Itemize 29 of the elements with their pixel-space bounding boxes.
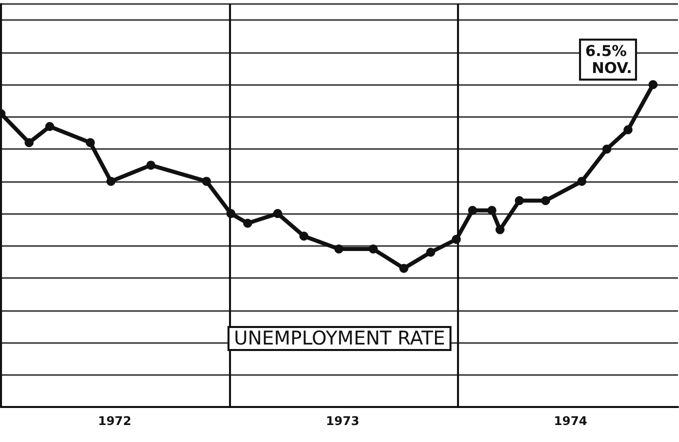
point: [399, 264, 408, 273]
point: [106, 176, 116, 186]
point: [86, 138, 95, 148]
x-tick-label: 1974: [554, 414, 588, 428]
point: [334, 244, 344, 254]
point: [299, 232, 308, 241]
point: [514, 196, 524, 206]
point: [541, 196, 550, 206]
point: [468, 206, 478, 215]
point: [24, 138, 34, 148]
point: [146, 160, 156, 170]
point: [45, 122, 54, 132]
point: [452, 234, 461, 244]
point: [368, 244, 378, 254]
point: [426, 248, 436, 257]
text: UNEMPLOYMENT RATE: [234, 328, 446, 350]
point: [496, 225, 505, 234]
point: [648, 80, 658, 90]
point: [202, 176, 211, 186]
point: [243, 218, 252, 228]
point: [624, 125, 633, 134]
point: [273, 209, 282, 218]
point: [577, 176, 586, 186]
x-tick-label: 1973: [326, 414, 360, 428]
point: [226, 209, 236, 218]
x-tick-label: 1972: [98, 414, 132, 428]
annotation: 6.5% NOV.: [585, 42, 632, 78]
point: [487, 206, 496, 215]
point: [602, 144, 612, 154]
